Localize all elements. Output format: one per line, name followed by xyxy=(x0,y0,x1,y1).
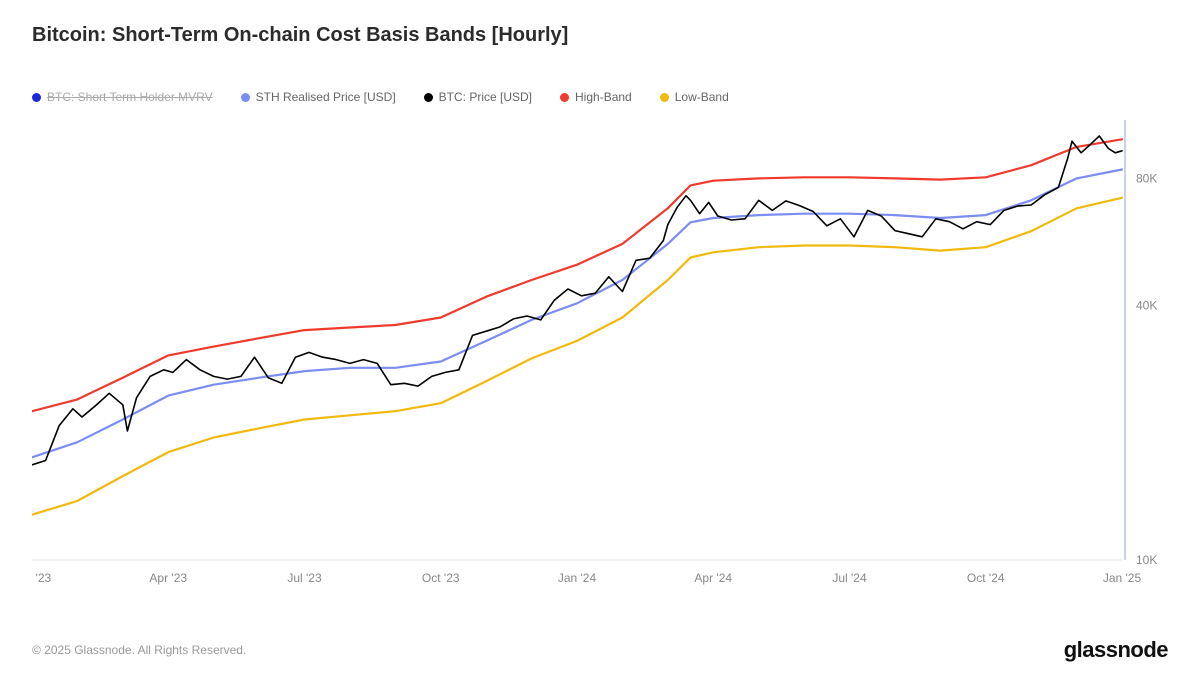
series-high xyxy=(32,139,1122,411)
svg-text:Apr '23: Apr '23 xyxy=(149,571,187,585)
legend-label: BTC: Short Term Holder MVRV xyxy=(47,90,213,104)
svg-text:Jul '23: Jul '23 xyxy=(287,571,322,585)
legend: BTC: Short Term Holder MVRV STH Realised … xyxy=(32,90,729,104)
legend-swatch xyxy=(32,93,41,102)
chart-container: Bitcoin: Short-Term On-chain Cost Basis … xyxy=(0,0,1200,675)
series-price xyxy=(32,136,1122,465)
chart-plot-area: 10K 40K 80K Jan '23 Apr '23 Jul '23 Oct '23 Jan… xyxy=(32,120,1168,590)
legend-swatch xyxy=(560,93,569,102)
svg-text:Apr '24: Apr '24 xyxy=(694,571,732,585)
svg-text:Jan '24: Jan '24 xyxy=(558,571,597,585)
legend-item-2[interactable]: BTC: Price [USD] xyxy=(424,90,532,104)
series-low xyxy=(32,198,1122,515)
copyright-text: © 2025 Glassnode. All Rights Reserved. xyxy=(32,643,246,657)
legend-label: High-Band xyxy=(575,90,632,104)
svg-text:Jan '23: Jan '23 xyxy=(32,571,51,585)
legend-label: Low-Band xyxy=(675,90,729,104)
legend-swatch xyxy=(660,93,669,102)
series-sth xyxy=(32,170,1122,458)
svg-text:40K: 40K xyxy=(1136,299,1157,313)
legend-item-0[interactable]: BTC: Short Term Holder MVRV xyxy=(32,90,213,104)
legend-label: BTC: Price [USD] xyxy=(439,90,532,104)
chart-title: Bitcoin: Short-Term On-chain Cost Basis … xyxy=(32,24,568,47)
legend-swatch xyxy=(424,93,433,102)
svg-text:10K: 10K xyxy=(1136,553,1157,567)
brand-logo: glassnode xyxy=(1064,637,1168,663)
legend-swatch xyxy=(241,93,250,102)
svg-text:80K: 80K xyxy=(1136,171,1157,185)
line-chart-svg: 10K 40K 80K Jan '23 Apr '23 Jul '23 Oct '23 Jan… xyxy=(32,120,1168,590)
legend-item-3[interactable]: High-Band xyxy=(560,90,632,104)
legend-label: STH Realised Price [USD] xyxy=(256,90,396,104)
svg-text:Oct '24: Oct '24 xyxy=(967,571,1005,585)
legend-item-1[interactable]: STH Realised Price [USD] xyxy=(241,90,396,104)
svg-text:Jan '25: Jan '25 xyxy=(1103,571,1142,585)
svg-text:Jul '24: Jul '24 xyxy=(832,571,867,585)
svg-text:Oct '23: Oct '23 xyxy=(422,571,460,585)
legend-item-4[interactable]: Low-Band xyxy=(660,90,729,104)
